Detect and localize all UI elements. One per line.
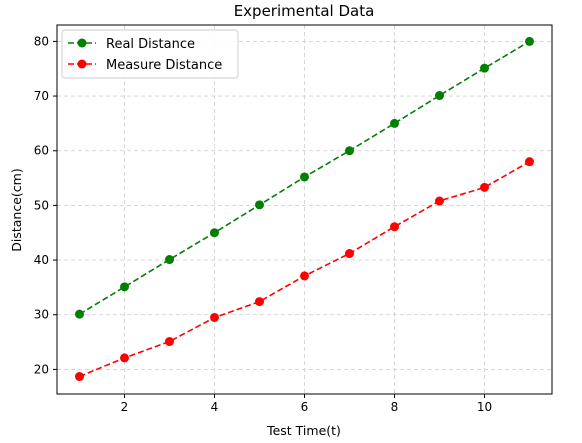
data-point-measure-distance xyxy=(210,312,219,322)
data-point-measure-distance xyxy=(525,157,534,167)
data-point-measure-distance xyxy=(435,196,444,206)
x-tick-label: 6 xyxy=(301,400,309,414)
data-point-real-distance xyxy=(255,200,264,210)
x-axis-label: Test Time(t) xyxy=(266,423,341,438)
series-layer xyxy=(75,36,534,382)
data-point-measure-distance xyxy=(480,182,489,192)
legend: Real Distance Measure Distance xyxy=(61,29,239,79)
data-point-real-distance xyxy=(525,36,534,46)
data-point-measure-distance xyxy=(345,249,354,259)
y-tick-label: 40 xyxy=(34,253,49,267)
data-point-real-distance xyxy=(390,118,399,128)
y-tick-label: 50 xyxy=(34,198,49,212)
legend-swatch-marker-measure-distance xyxy=(77,59,87,69)
data-point-real-distance xyxy=(480,63,489,73)
data-point-real-distance xyxy=(75,309,84,319)
data-point-real-distance xyxy=(300,172,309,182)
data-point-measure-distance xyxy=(120,353,129,363)
chart-title: Experimental Data xyxy=(234,2,375,20)
y-tick-label: 80 xyxy=(34,34,49,48)
y-tick-label: 20 xyxy=(34,362,49,376)
data-point-real-distance xyxy=(165,255,174,265)
data-point-real-distance xyxy=(435,91,444,101)
data-point-measure-distance xyxy=(255,297,264,307)
grid xyxy=(57,25,552,394)
data-point-real-distance xyxy=(120,282,129,292)
y-axis-label: Distance(cm) xyxy=(9,168,24,251)
data-point-measure-distance xyxy=(390,222,399,232)
y-tick-label: 60 xyxy=(34,144,49,158)
legend-swatch-marker-real-distance xyxy=(77,38,87,48)
y-tick-label: 70 xyxy=(34,89,49,103)
legend-box xyxy=(61,29,239,79)
data-point-real-distance xyxy=(210,228,219,238)
data-point-measure-distance xyxy=(165,337,174,347)
legend-label-real-distance: Real Distance xyxy=(106,37,195,52)
x-tick-label: 4 xyxy=(211,400,219,414)
y-tick-label: 30 xyxy=(34,308,49,322)
x-tick-label: 2 xyxy=(121,400,129,414)
data-point-measure-distance xyxy=(75,372,84,382)
ticks: 2 4 6 8 10 20 30 40 50 60 70 80 xyxy=(34,34,492,414)
data-point-real-distance xyxy=(345,146,354,156)
x-tick-label: 8 xyxy=(391,400,399,414)
x-tick-label: 10 xyxy=(477,400,492,414)
legend-label-measure-distance: Measure Distance xyxy=(106,58,222,73)
data-point-measure-distance xyxy=(300,271,309,281)
